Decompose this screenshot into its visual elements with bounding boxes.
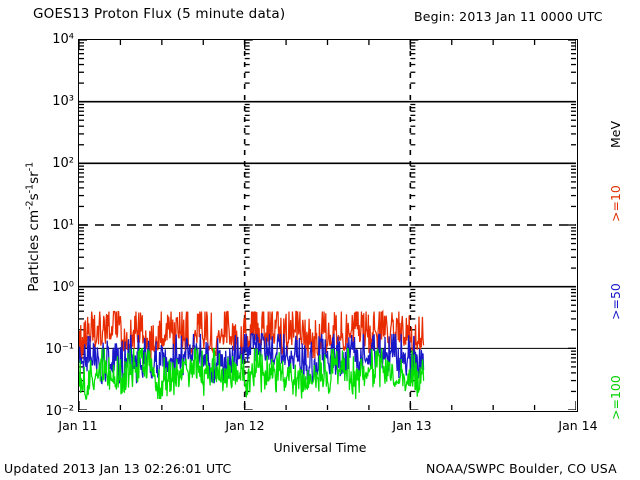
page-title: GOES13 Proton Flux (5 minute data): [33, 6, 286, 22]
x-tick-jan14: Jan 14: [558, 418, 598, 433]
footer-updated-timestamp: Updated 2013 Jan 13 02:26:01 UTC: [4, 461, 232, 476]
footer-source-label: NOAA/SWPC Boulder, CO USA: [426, 461, 617, 476]
legend-item-ge10: >=10: [608, 185, 623, 222]
flux-plot-svg: [79, 40, 576, 410]
x-tick-jan12: Jan 12: [225, 418, 265, 433]
x-tick-jan11: Jan 11: [58, 418, 98, 433]
y-tick-1e0: 10⁰: [52, 280, 74, 295]
y-tick-1e4: 10⁴: [52, 32, 74, 47]
begin-time-label: Begin: 2013 Jan 11 0000 UTC: [414, 9, 603, 24]
y-tick-1em2: 10⁻²: [45, 404, 74, 419]
x-tick-jan13: Jan 13: [392, 418, 432, 433]
y-tick-1e2: 10²: [52, 156, 74, 171]
x-axis-title: Universal Time: [273, 440, 367, 455]
legend-item-ge100: >=100: [608, 375, 623, 420]
legend-unit-mev: MeV: [608, 120, 623, 148]
y-tick-1em1: 10⁻¹: [45, 342, 74, 357]
y-axis-title: Particles cm-2s-1sr-1: [24, 161, 42, 292]
y-tick-1e3: 10³: [52, 94, 74, 109]
y-tick-1e1: 10¹: [52, 218, 74, 233]
chart-plot-area: [78, 39, 578, 412]
y-axis-tick-labels: 10⁴ 10³ 10² 10¹ 10⁰ 10⁻¹ 10⁻²: [0, 0, 74, 480]
legend-item-ge50: >=50: [608, 283, 623, 320]
